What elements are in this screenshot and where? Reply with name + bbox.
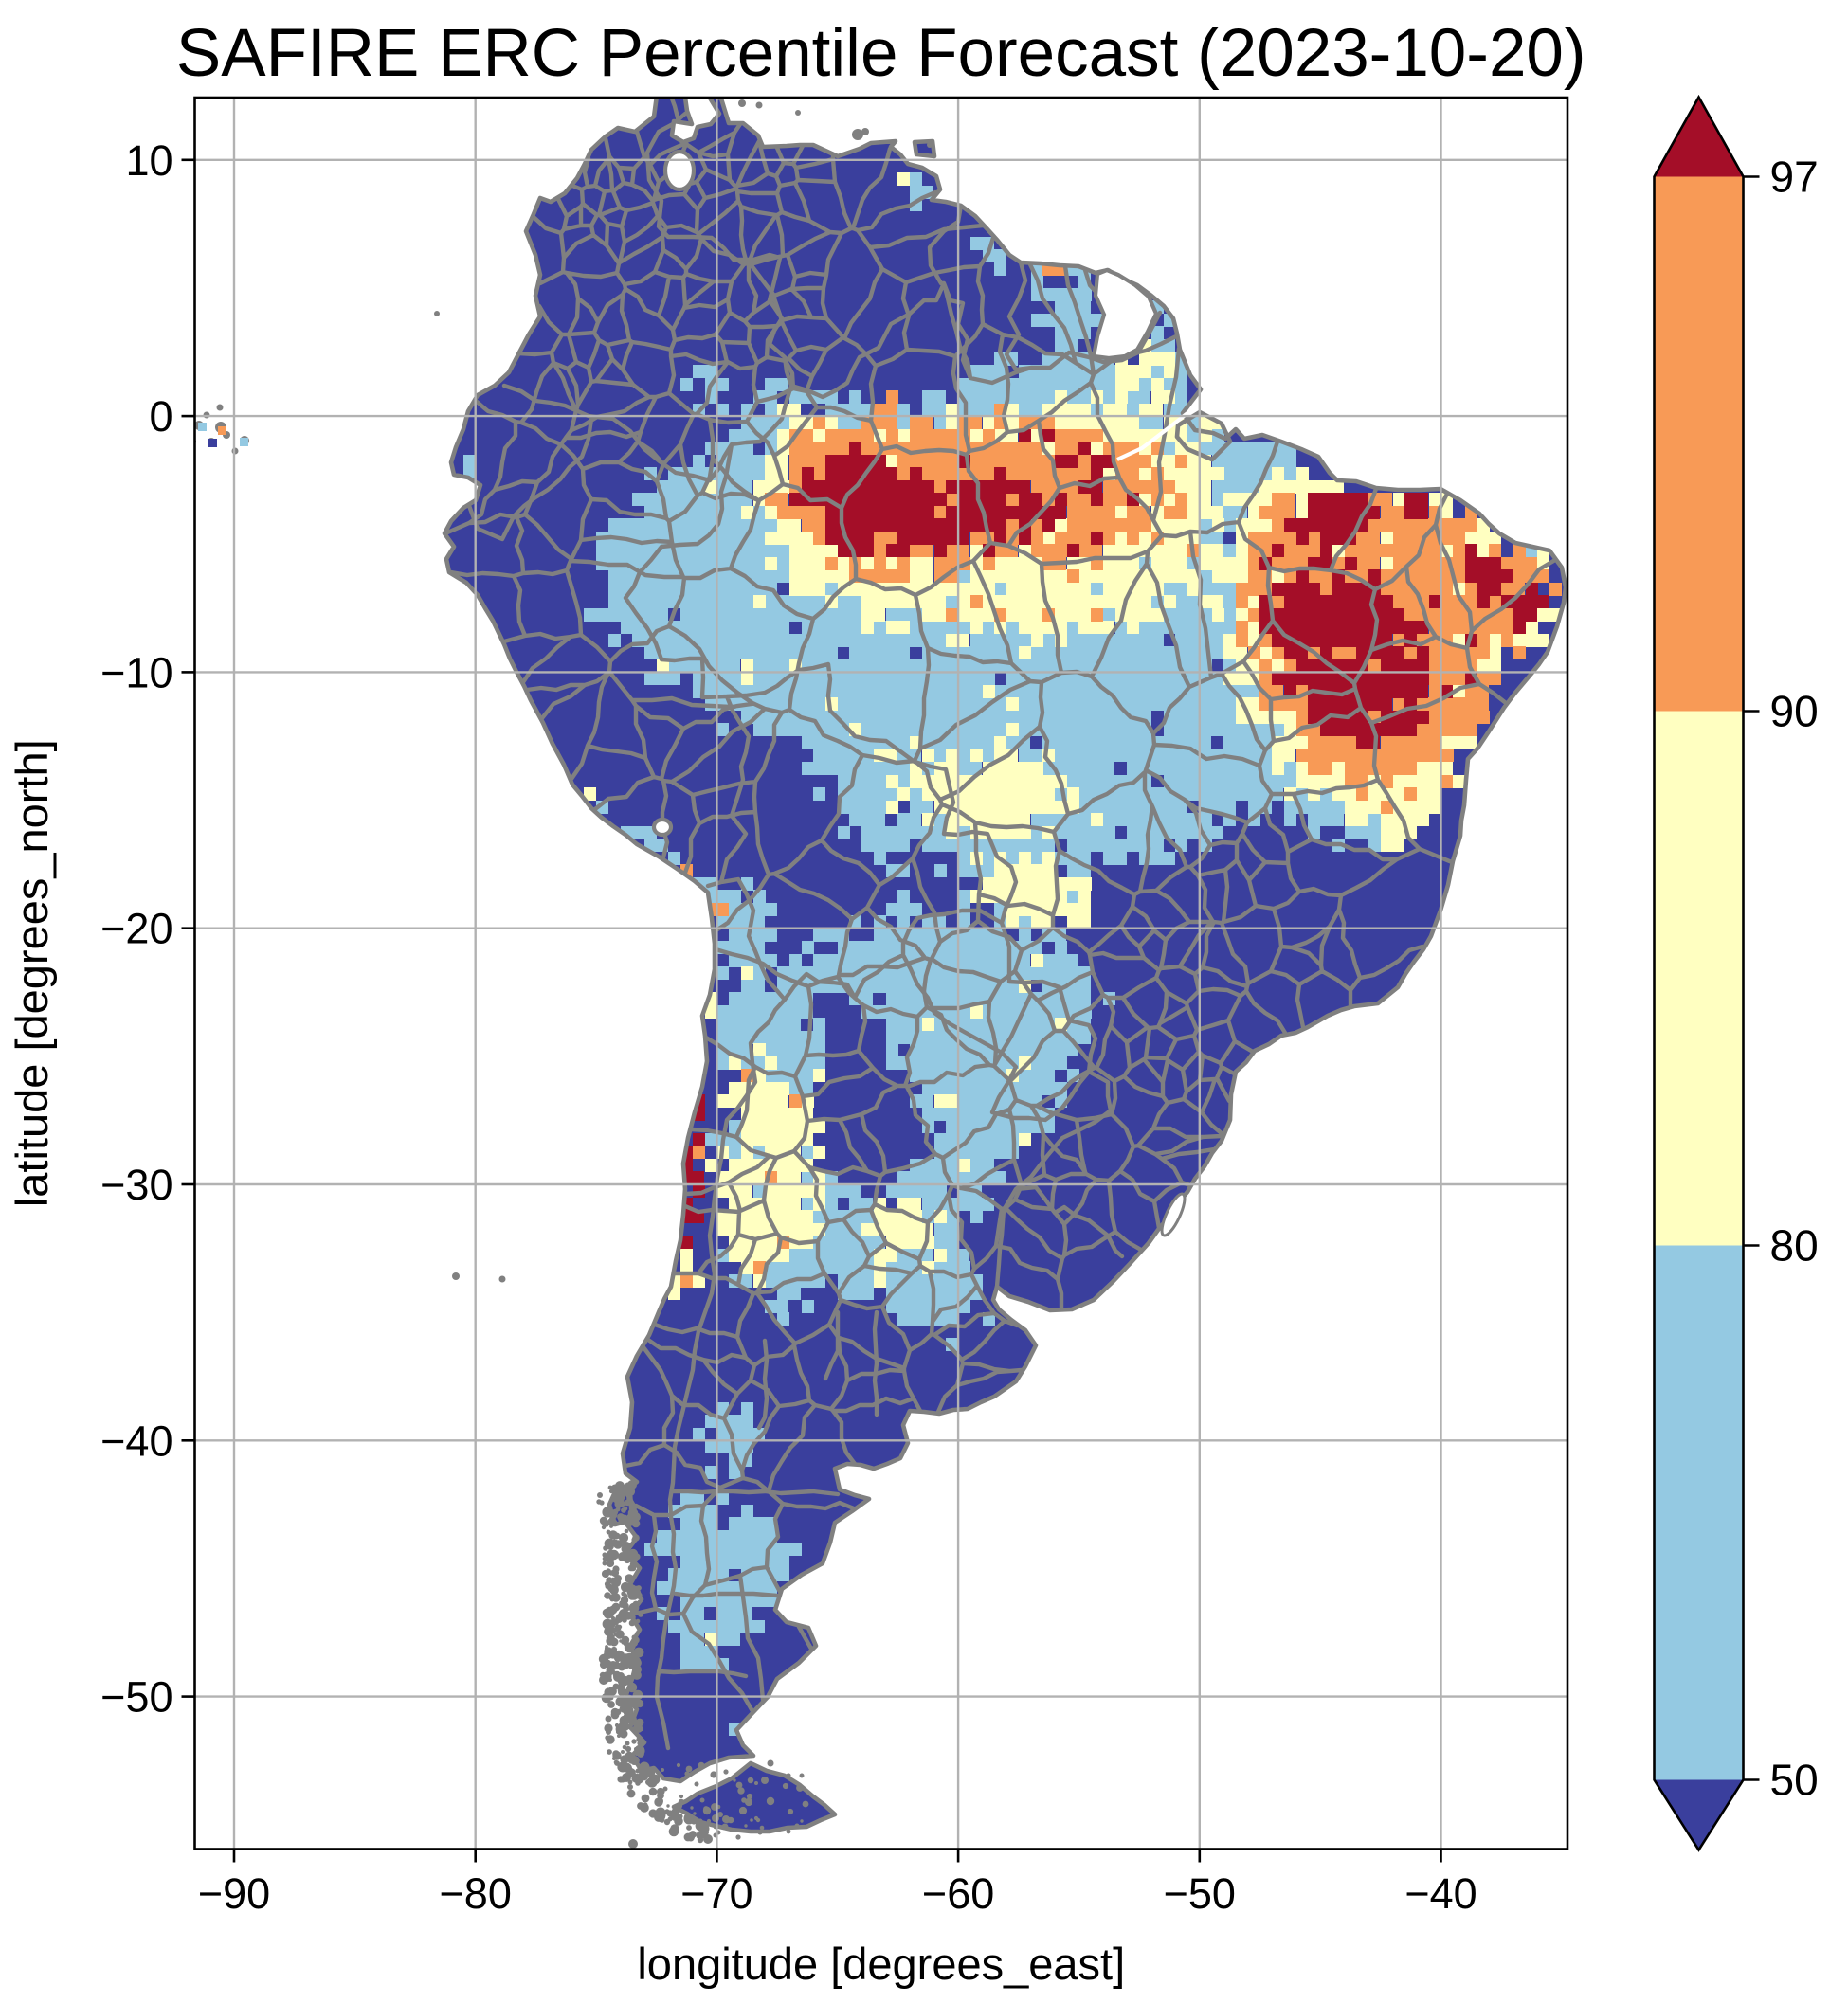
svg-text:97: 97	[1770, 153, 1819, 202]
svg-text:−40: −40	[1404, 1869, 1477, 1918]
svg-text:−90: −90	[198, 1869, 270, 1918]
svg-text:−50: −50	[100, 1673, 172, 1722]
svg-text:−10: −10	[100, 648, 172, 696]
svg-text:latitude [degrees_north]: latitude [degrees_north]	[7, 739, 57, 1207]
svg-text:−40: −40	[100, 1417, 172, 1465]
svg-text:−30: −30	[100, 1161, 172, 1209]
svg-text:longitude [degrees_east]: longitude [degrees_east]	[637, 1939, 1125, 1989]
svg-text:−80: −80	[440, 1869, 512, 1918]
svg-text:−50: −50	[1164, 1869, 1236, 1918]
svg-text:0: 0	[149, 392, 172, 441]
svg-text:−70: −70	[680, 1869, 752, 1918]
svg-text:SAFIRE ERC Percentile Forecast: SAFIRE ERC Percentile Forecast (2023-10-…	[176, 16, 1586, 91]
svg-text:50: 50	[1770, 1756, 1819, 1805]
svg-text:90: 90	[1770, 687, 1819, 736]
svg-text:−20: −20	[100, 905, 172, 953]
svg-text:10: 10	[125, 136, 172, 185]
svg-text:80: 80	[1770, 1221, 1819, 1271]
svg-text:−60: −60	[922, 1869, 994, 1918]
